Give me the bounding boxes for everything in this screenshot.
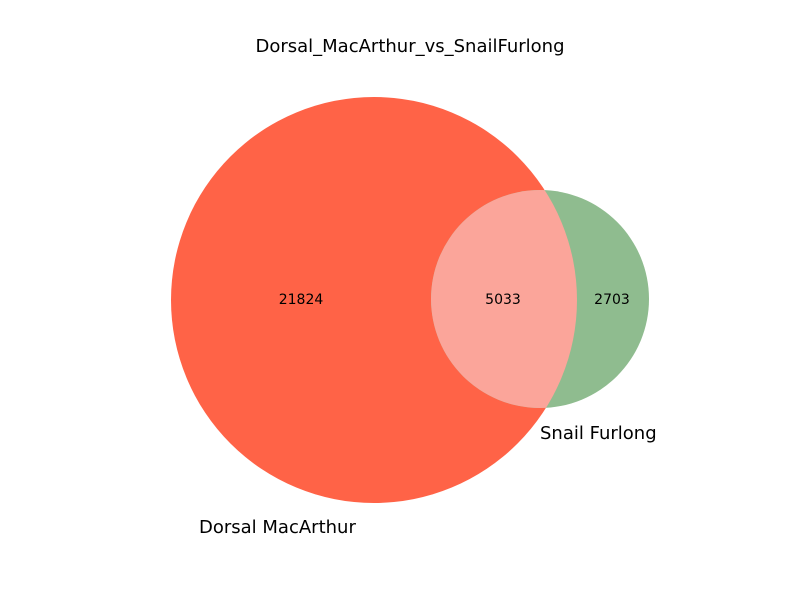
region-count-intersection: 5033: [485, 292, 521, 308]
region-count-only-b: 2703: [594, 292, 630, 308]
intersection-region: [431, 190, 577, 408]
set-a-circle: [171, 97, 577, 503]
set-a-label: Dorsal MacArthur: [199, 517, 356, 538]
chart-title: Dorsal_MacArthur_vs_SnailFurlong: [255, 36, 564, 57]
set-b-label: Snail Furlong: [540, 423, 657, 444]
region-count-only-a: 21824: [279, 292, 324, 308]
